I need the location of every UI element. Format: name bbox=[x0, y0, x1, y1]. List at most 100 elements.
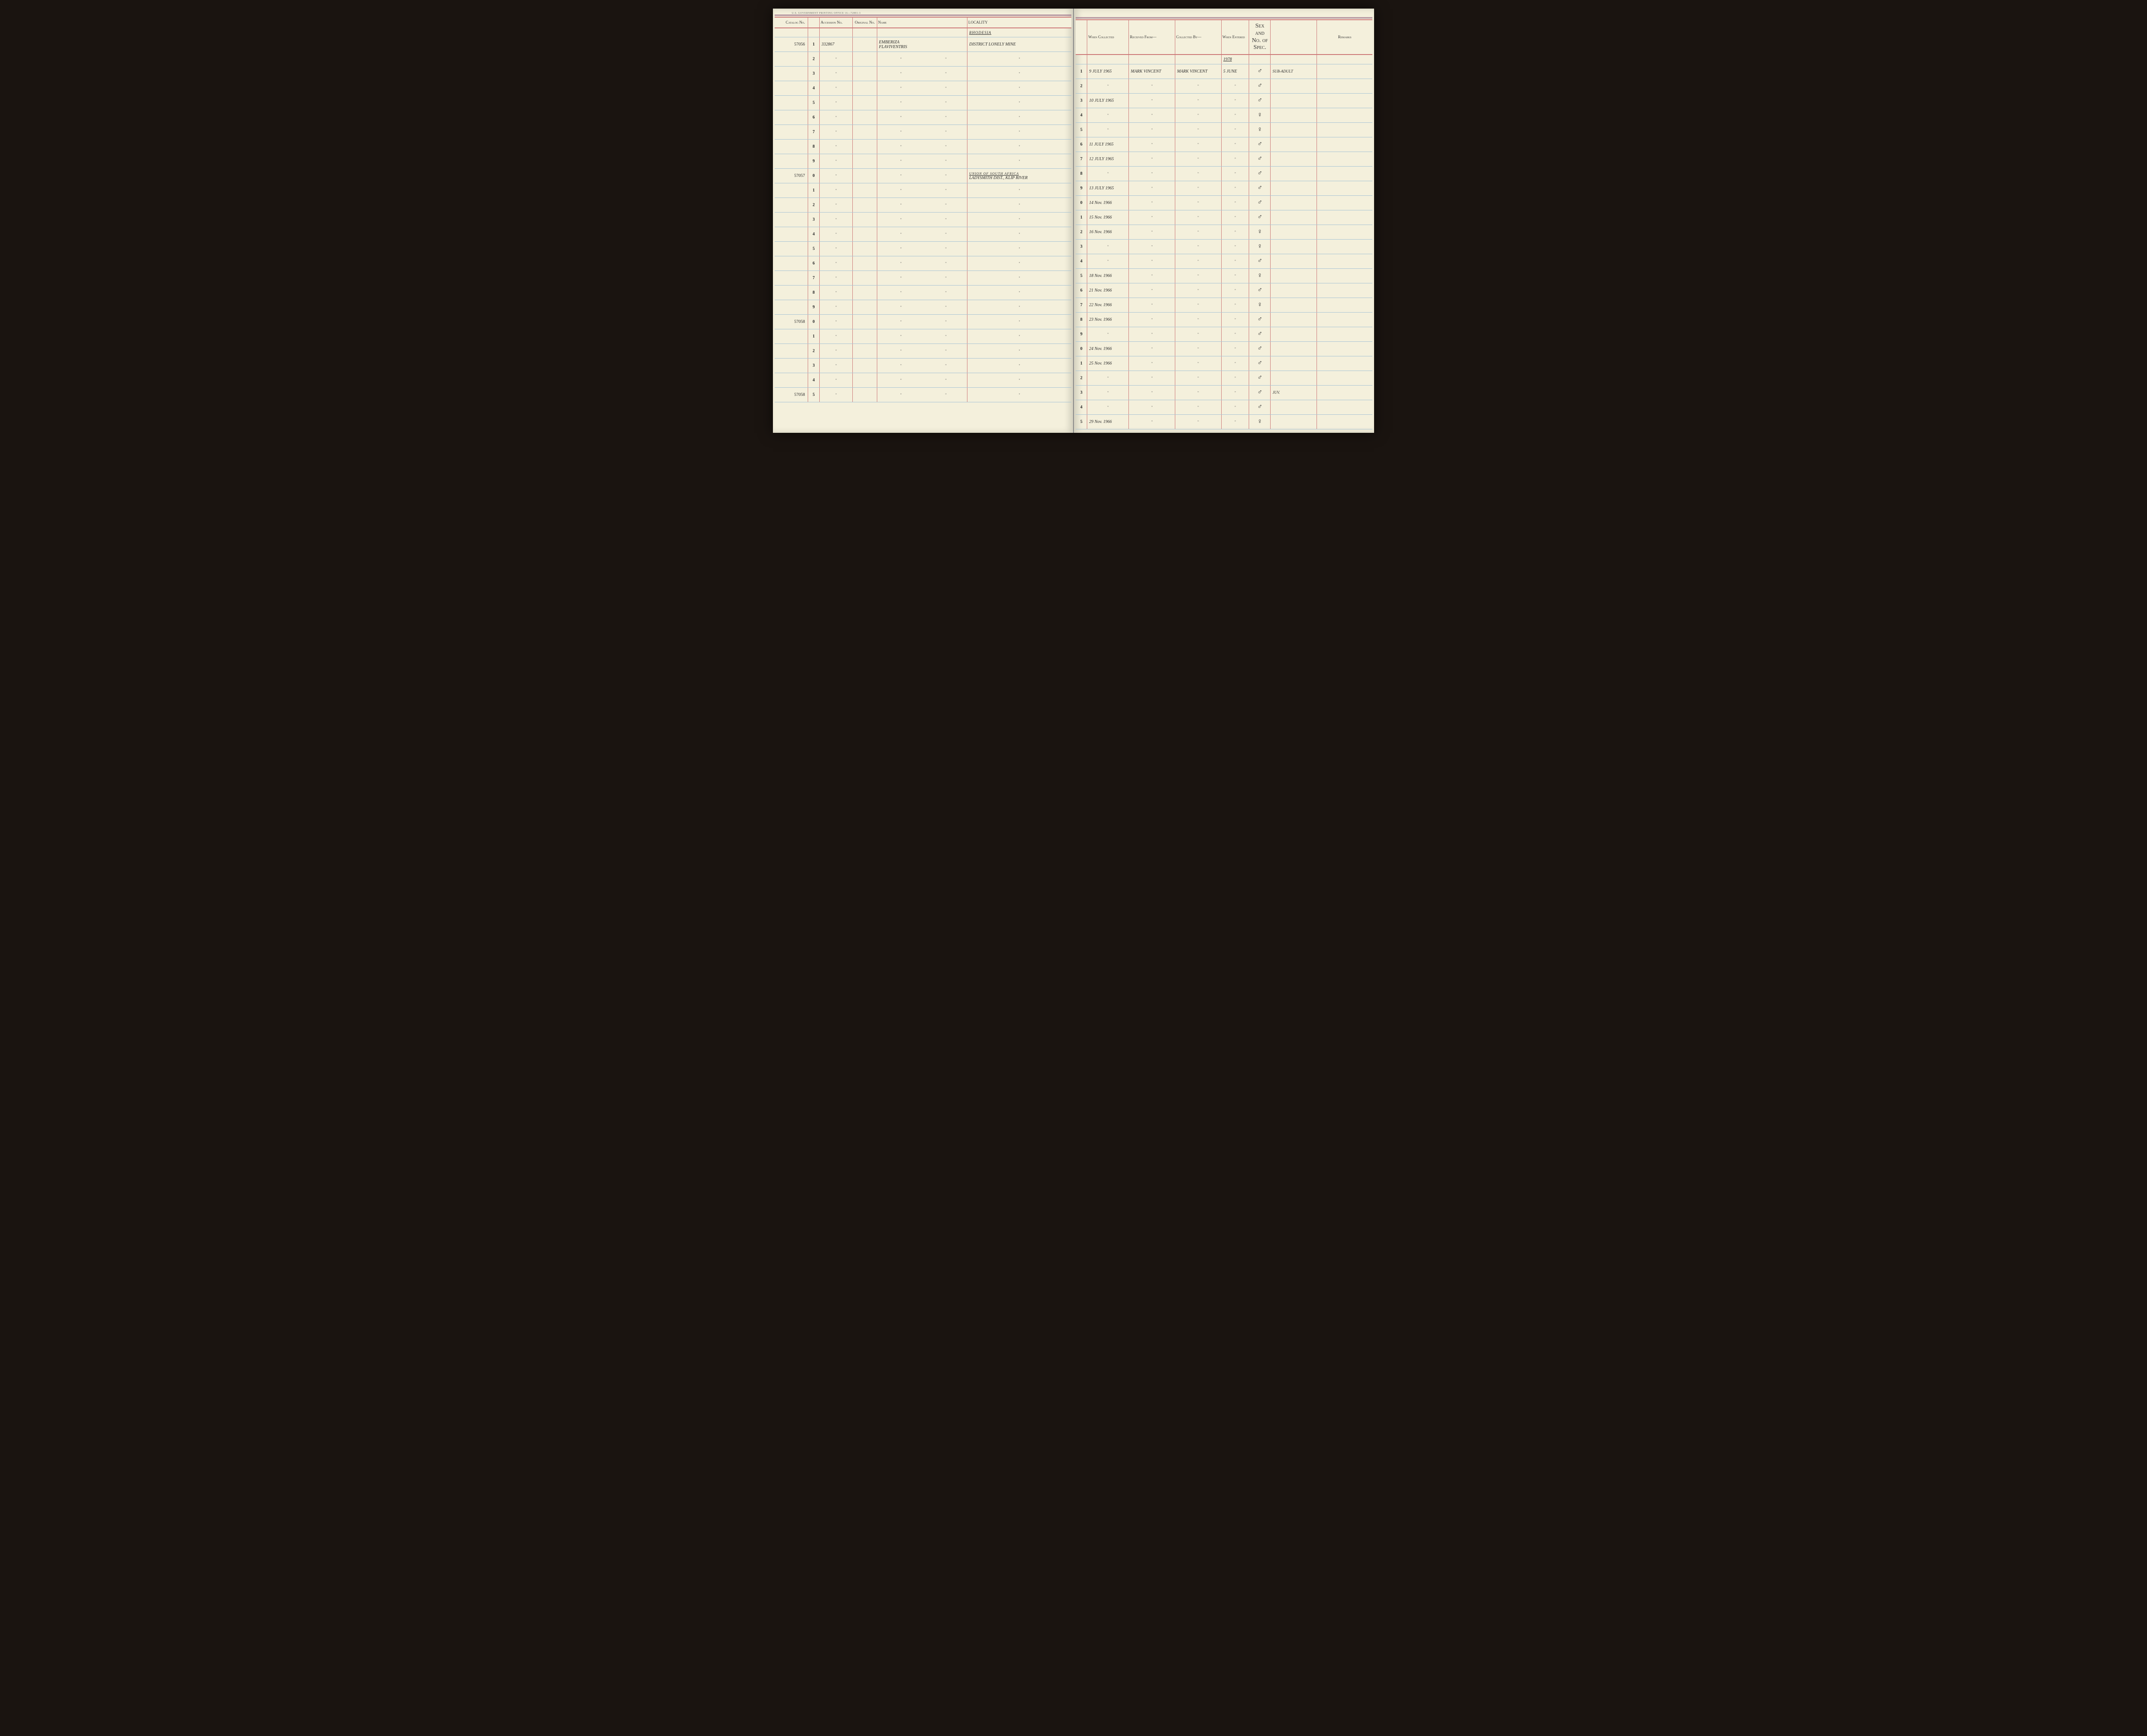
name-cell-a: " bbox=[877, 242, 924, 256]
sex-cell: ♂ bbox=[1249, 385, 1271, 400]
when-collected-cell: " bbox=[1087, 254, 1129, 268]
ditto-mark: " bbox=[1223, 84, 1247, 88]
sex-cell: ♂ bbox=[1249, 166, 1271, 181]
ditto-mark: " bbox=[1131, 362, 1173, 365]
name-cell-a: " bbox=[877, 52, 924, 67]
locality-text: DISTRICT LONELY MINE bbox=[969, 42, 1016, 47]
collected-by-cell: " bbox=[1175, 181, 1222, 195]
sex-cell: ♀ bbox=[1249, 108, 1271, 122]
ditto-mark: " bbox=[926, 378, 965, 382]
when-entered-cell: " bbox=[1221, 93, 1249, 108]
catalog-number bbox=[775, 300, 808, 315]
header-name: Name bbox=[877, 17, 967, 28]
remarks-cell bbox=[1317, 210, 1372, 225]
when-entered-cell: " bbox=[1221, 385, 1249, 400]
ditto-mark: " bbox=[879, 218, 923, 222]
remarks-a-cell bbox=[1271, 298, 1317, 312]
accession-number: " bbox=[820, 359, 853, 373]
accession-number: " bbox=[820, 52, 853, 67]
row-number-r: 3 bbox=[1076, 93, 1087, 108]
received-cell: " bbox=[1129, 210, 1175, 225]
date-collected: 12 JULY 1965 bbox=[1089, 157, 1114, 161]
ledger-book: U.S. GOVERNMENT PRINTING OFFICE 16—72891… bbox=[773, 9, 1374, 433]
received-cell: " bbox=[1129, 283, 1175, 298]
name-cell-a: " bbox=[877, 125, 924, 140]
ditto-mark: " bbox=[1177, 230, 1219, 234]
ditto-mark: " bbox=[1223, 99, 1247, 103]
original-number bbox=[853, 52, 877, 67]
when-collected-cell: " bbox=[1087, 108, 1129, 122]
catalog-number bbox=[775, 373, 808, 388]
row-number: 7 bbox=[808, 271, 820, 286]
ditto-mark: " bbox=[1131, 420, 1173, 424]
name-cell-b: " bbox=[924, 154, 967, 169]
ditto-mark: " bbox=[1177, 289, 1219, 292]
collected-by-cell: " bbox=[1175, 400, 1222, 414]
remarks-cell bbox=[1317, 283, 1372, 298]
locality-cell: " bbox=[967, 154, 1071, 169]
ditto-mark: " bbox=[1089, 405, 1127, 409]
row-number-r: 8 bbox=[1076, 312, 1087, 327]
ditto-mark: " bbox=[1131, 318, 1173, 322]
received-cell: " bbox=[1129, 93, 1175, 108]
row-number-r: 4 bbox=[1076, 400, 1087, 414]
name-cell-b: " bbox=[924, 315, 967, 329]
remarks-a-cell bbox=[1271, 122, 1317, 137]
ditto-mark: " bbox=[1131, 143, 1173, 146]
ditto-mark: " bbox=[1177, 347, 1219, 351]
when-collected-cell: " bbox=[1087, 122, 1129, 137]
remarks-cell bbox=[1317, 79, 1372, 93]
sex-cell: ♂ bbox=[1249, 137, 1271, 152]
ditto-mark: " bbox=[1223, 230, 1247, 234]
ditto-mark: " bbox=[1223, 420, 1247, 424]
row-number-r: 1 bbox=[1076, 356, 1087, 371]
name-cell-b: " bbox=[924, 81, 967, 96]
name-cell-a: " bbox=[877, 154, 924, 169]
name-cell-b: " bbox=[924, 67, 967, 81]
ditto-mark: " bbox=[879, 291, 923, 295]
row-number: 4 bbox=[808, 81, 820, 96]
row-number-r: 4 bbox=[1076, 108, 1087, 122]
row-number: 8 bbox=[808, 140, 820, 154]
locality-cell: " bbox=[967, 198, 1071, 213]
remarks-a-cell bbox=[1271, 254, 1317, 268]
ditto-mark: " bbox=[1223, 259, 1247, 263]
ditto-mark: " bbox=[1131, 332, 1173, 336]
collected-by-cell: " bbox=[1175, 93, 1222, 108]
collected-by-cell: " bbox=[1175, 108, 1222, 122]
ditto-mark: " bbox=[879, 174, 923, 178]
remarks-cell bbox=[1317, 385, 1372, 400]
collected-by-cell: " bbox=[1175, 122, 1222, 137]
row-number: 5 bbox=[808, 388, 820, 402]
ditto-mark: " bbox=[926, 247, 965, 251]
sex-cell: ♀ bbox=[1249, 122, 1271, 137]
row-number-r: 7 bbox=[1076, 298, 1087, 312]
locality-cell: " bbox=[967, 373, 1071, 388]
date-collected: 25 Nov. 1966 bbox=[1089, 361, 1112, 366]
locality-cell: " bbox=[967, 388, 1071, 402]
when-collected-cell: " bbox=[1087, 400, 1129, 414]
ditto-mark: " bbox=[969, 247, 1070, 251]
accession-number: " bbox=[820, 271, 853, 286]
locality-cell: " bbox=[967, 242, 1071, 256]
ditto-mark: " bbox=[1131, 303, 1173, 307]
ditto-mark: " bbox=[821, 159, 851, 163]
date-collected: 9 JULY 1965 bbox=[1089, 69, 1112, 74]
collected-by-cell: " bbox=[1175, 79, 1222, 93]
accession-number: " bbox=[820, 388, 853, 402]
name-cell-b: " bbox=[924, 125, 967, 140]
when-entered-cell: " bbox=[1221, 137, 1249, 152]
when-entered-cell: " bbox=[1221, 225, 1249, 239]
header-original: Original No. bbox=[853, 17, 877, 28]
locality-cell: " bbox=[967, 125, 1071, 140]
row-number: 3 bbox=[808, 359, 820, 373]
locality-cell: " bbox=[967, 256, 1071, 271]
received-cell: " bbox=[1129, 312, 1175, 327]
received-cell: " bbox=[1129, 122, 1175, 137]
collected-by-cell: " bbox=[1175, 152, 1222, 166]
row-number-r: 4 bbox=[1076, 254, 1087, 268]
sex-cell: ♂ bbox=[1249, 283, 1271, 298]
remarks-a-cell bbox=[1271, 371, 1317, 385]
collected-by-cell: " bbox=[1175, 312, 1222, 327]
remarks-cell bbox=[1317, 239, 1372, 254]
